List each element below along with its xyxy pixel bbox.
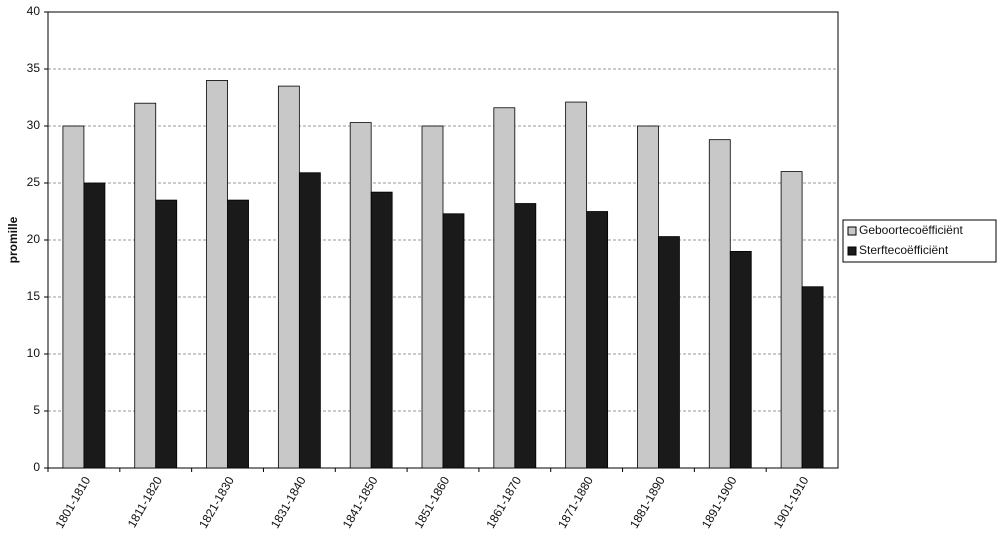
bar — [277, 85, 300, 469]
bar — [155, 199, 178, 469]
y-tick-label: 35 — [27, 61, 41, 75]
x-tick-label: 1811-1820 — [125, 474, 166, 530]
bar — [658, 236, 680, 469]
y-axis-label: promille — [6, 216, 20, 263]
bar — [708, 139, 731, 469]
bar — [227, 199, 249, 469]
y-tick-label: 15 — [27, 289, 41, 303]
y-tick-label: 40 — [27, 4, 41, 18]
bar — [83, 182, 106, 469]
legend-swatch — [847, 226, 857, 236]
bar — [206, 80, 228, 469]
y-tick-label: 0 — [33, 460, 40, 474]
bar — [586, 211, 609, 469]
bar — [442, 213, 465, 469]
legend-box — [842, 219, 997, 263]
bar — [493, 107, 516, 469]
bar — [514, 203, 537, 469]
bar — [421, 125, 444, 469]
x-tick-label: 1801-1810 — [52, 474, 93, 531]
bar — [62, 125, 85, 469]
y-tick-label: 25 — [27, 175, 41, 189]
x-tick-label: 1831-1840 — [268, 474, 309, 531]
y-tick-label: 5 — [33, 403, 40, 417]
x-tick-label: 1861-1870 — [483, 474, 524, 531]
x-tick-label: 1901-1910 — [771, 474, 812, 531]
y-tick-label: 10 — [27, 346, 41, 360]
legend-swatch — [847, 246, 857, 256]
legend-label: Sterftecoëfficiënt — [859, 243, 949, 257]
x-tick-label: 1851-1860 — [412, 474, 453, 531]
bar — [637, 125, 659, 469]
bar — [565, 101, 588, 469]
bar — [729, 250, 752, 469]
bar — [298, 172, 321, 469]
bar — [801, 286, 824, 469]
x-tick-label: 1881-1890 — [627, 474, 668, 531]
x-tick-label: 1871-1880 — [555, 474, 596, 531]
legend-label: Geboortecoëfficiënt — [859, 223, 964, 237]
x-tick-label: 1821-1830 — [196, 474, 237, 531]
bar — [134, 102, 157, 469]
y-tick-label: 30 — [27, 118, 41, 132]
bar — [370, 191, 393, 469]
x-tick-label: 1891-1900 — [699, 474, 740, 531]
x-tick-label: 1841-1850 — [340, 474, 381, 531]
bar — [349, 122, 372, 469]
bar — [780, 171, 803, 469]
y-tick-label: 20 — [27, 232, 41, 246]
